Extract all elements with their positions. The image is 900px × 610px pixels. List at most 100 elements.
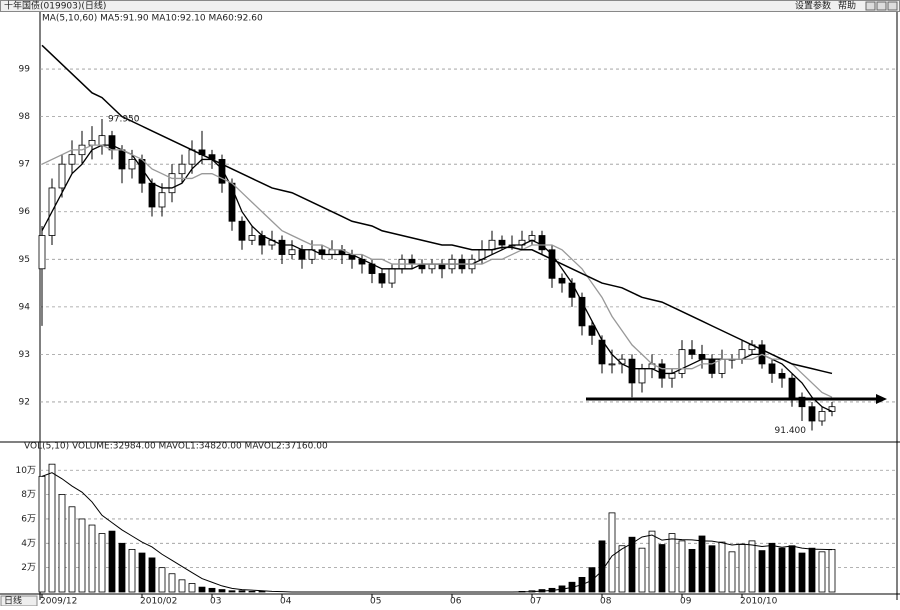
y-tick-label: 98: [19, 112, 31, 122]
candle-body: [378, 273, 386, 284]
high-annotation: 97.950: [108, 115, 140, 125]
y-tick-label: 8万: [21, 490, 36, 500]
volume-bar: [778, 547, 786, 593]
volume-bar: [768, 542, 776, 593]
candle-body: [298, 249, 306, 260]
volume-bar: [718, 541, 726, 593]
candle-body: [768, 363, 776, 374]
candle-body: [158, 192, 166, 208]
x-tick-label: 08: [600, 597, 612, 607]
candle-body: [278, 239, 286, 255]
low-annotation: 91.400: [775, 426, 807, 436]
y-tick-label: 97: [19, 160, 30, 170]
window-button[interactable]: [887, 1, 898, 11]
x-tick-label: 06: [450, 597, 462, 607]
arrow-head: [876, 394, 887, 404]
volume-bar: [228, 590, 236, 593]
volume-bar: [128, 548, 136, 593]
volume-bar: [218, 589, 226, 593]
candle-body: [698, 353, 706, 360]
volume-bar: [658, 544, 666, 593]
volume-bar: [258, 590, 266, 593]
volume-bar: [48, 463, 56, 593]
volume-bar: [108, 530, 116, 593]
volume-bar: [648, 530, 656, 593]
candle-body: [178, 163, 186, 175]
y-tick-label: 96: [19, 207, 31, 217]
candle-body: [58, 163, 66, 189]
volume-bar: [168, 573, 176, 593]
x-tick-label: 05: [370, 597, 381, 607]
x-tick-label: 2010/10: [740, 597, 778, 607]
volume-bar: [98, 533, 106, 593]
volume-bar: [798, 552, 806, 593]
y-tick-label: 95: [19, 255, 30, 265]
line-series: [41, 472, 833, 593]
candle-body: [408, 258, 416, 265]
candle-body: [128, 159, 136, 170]
volume-bar: [38, 475, 46, 593]
candle-body: [538, 235, 546, 251]
candle-body: [88, 139, 96, 146]
x-tick-label: 2010/02: [140, 597, 177, 607]
volume-bar: [238, 590, 246, 593]
y-tick-label: 99: [19, 65, 31, 75]
candle-body: [558, 277, 566, 284]
x-tick-label: 09: [680, 597, 692, 607]
candle-body: [388, 268, 396, 284]
volume-bar: [728, 551, 736, 593]
candle-body: [588, 325, 596, 336]
candle-body: [488, 239, 496, 251]
x-tick-label: 03: [210, 597, 221, 607]
volume-bar: [638, 547, 646, 593]
ma-legend: MA(5,10,60) MA5:91.90 MA10:92.10 MA60:92…: [42, 14, 263, 24]
volume-bar: [788, 545, 796, 593]
line-series: [41, 44, 833, 375]
candle-body: [808, 406, 816, 422]
volume-bar: [678, 540, 686, 593]
window-button[interactable]: [865, 1, 876, 11]
volume-bar: [608, 512, 616, 593]
period-tab[interactable]: 日线: [4, 595, 22, 607]
volume-bar: [68, 506, 76, 593]
candle-body: [68, 154, 76, 165]
volume-bar: [808, 547, 816, 593]
volume-bar: [738, 544, 746, 593]
candle-body: [218, 159, 226, 184]
volume-bar: [628, 536, 636, 593]
volume-bar: [618, 545, 626, 593]
button[interactable]: 帮助: [838, 0, 856, 12]
x-tick-label: 04: [280, 597, 292, 607]
candle-body: [628, 358, 636, 384]
candle-body: [108, 135, 116, 151]
y-tick-label: 94: [19, 302, 31, 312]
volume-bar: [158, 567, 166, 593]
candle-body: [778, 373, 786, 379]
title-bar: [0, 0, 900, 12]
candle-body: [438, 263, 446, 270]
candle-body: [638, 368, 646, 384]
volume-bar: [818, 551, 826, 593]
x-tick-label: 07: [530, 597, 541, 607]
candle-body: [118, 149, 126, 170]
candle-body: [688, 349, 696, 355]
y-tick-label: 4万: [21, 539, 36, 549]
candle-body: [148, 182, 156, 208]
button[interactable]: 设置参数: [795, 0, 831, 12]
volume-bar: [198, 586, 206, 593]
window-button[interactable]: [876, 1, 887, 11]
volume-bar: [828, 548, 836, 593]
y-tick-label: 93: [19, 350, 30, 360]
candle-body: [788, 377, 796, 398]
volume-bar: [188, 583, 196, 593]
volume-bar: [78, 518, 86, 593]
y-tick-label: 6万: [21, 514, 36, 524]
volume-bar: [698, 535, 706, 593]
volume-legend: VOL(5,10) VOLUME:32984.00 MAVOL1:34820.0…: [24, 442, 328, 452]
volume-bar: [758, 550, 766, 593]
candle-body: [798, 396, 806, 408]
candle-body: [678, 349, 686, 374]
volume-bar: [138, 552, 146, 593]
